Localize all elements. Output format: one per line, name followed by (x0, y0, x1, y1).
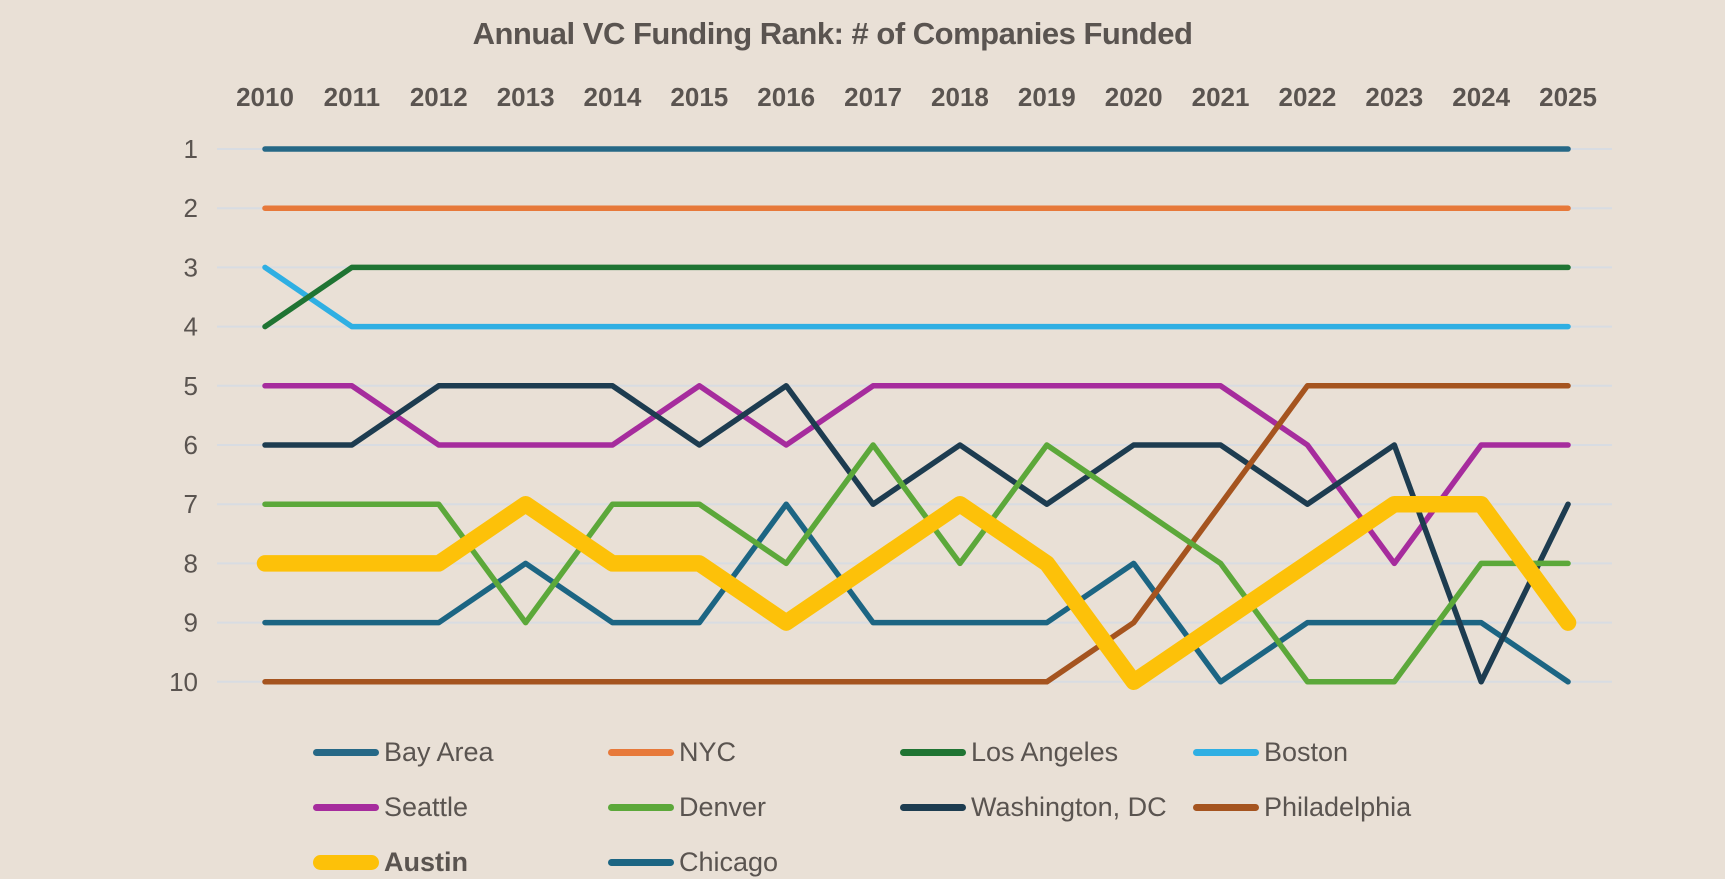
x-axis-label-2018: 2018 (931, 82, 989, 112)
series-line-philadelphia (262, 383, 1571, 685)
x-axis-label-2024: 2024 (1452, 82, 1510, 112)
x-axis-label-2010: 2010 (236, 82, 294, 112)
chart-title: Annual VC Funding Rank: # of Companies F… (472, 16, 1193, 51)
x-axis-label-2019: 2019 (1018, 82, 1076, 112)
x-axis-label-2021: 2021 (1192, 82, 1250, 112)
y-axis-label-10: 10 (169, 667, 198, 697)
x-axis-label-2020: 2020 (1105, 82, 1163, 112)
x-axis-label-2016: 2016 (757, 82, 815, 112)
x-axis-label-2012: 2012 (410, 82, 468, 112)
y-axis-label-3: 3 (184, 252, 198, 282)
y-axis-label-7: 7 (184, 489, 198, 519)
x-axis-label-2025: 2025 (1539, 82, 1597, 112)
y-axis-label-8: 8 (184, 548, 198, 578)
x-axis-label-2014: 2014 (584, 82, 642, 112)
y-axis-label-6: 6 (184, 430, 198, 460)
series-line-boston (262, 264, 1571, 330)
series-line-austin (256, 495, 1577, 691)
x-axis-label-2022: 2022 (1279, 82, 1337, 112)
y-axis-label-2: 2 (184, 193, 198, 223)
y-axis-label-9: 9 (184, 608, 198, 638)
x-axis-label-2011: 2011 (324, 82, 380, 112)
x-axis-label-2017: 2017 (844, 82, 902, 112)
x-axis-label-2013: 2013 (497, 82, 555, 112)
x-axis-label-2023: 2023 (1365, 82, 1423, 112)
series-line-los-angeles (262, 264, 1571, 330)
series-line-washington-dc (262, 383, 1571, 685)
y-axis-label-1: 1 (184, 134, 198, 164)
x-axis-label-2015: 2015 (670, 82, 728, 112)
series-line-denver (262, 442, 1571, 685)
series-line-seattle (262, 383, 1571, 567)
series-line-chicago (262, 501, 1571, 685)
y-axis-label-5: 5 (184, 371, 198, 401)
y-axis-label-4: 4 (184, 312, 198, 342)
